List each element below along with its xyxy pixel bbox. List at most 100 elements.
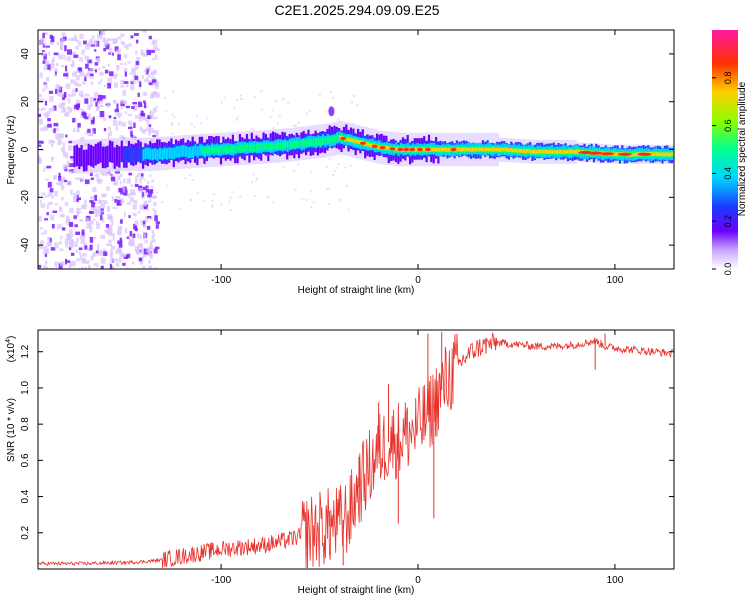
speckle bbox=[103, 47, 107, 52]
speckle bbox=[138, 243, 143, 249]
speckle bbox=[53, 52, 59, 56]
ridge-band bbox=[488, 147, 491, 152]
ridge-band bbox=[542, 149, 545, 154]
speckle bbox=[116, 247, 122, 252]
ridge-peak bbox=[450, 147, 457, 152]
ridge-band bbox=[85, 149, 88, 172]
speckle bbox=[42, 88, 46, 92]
ridge-peak bbox=[389, 147, 396, 151]
ridge-band bbox=[73, 145, 76, 168]
ridge-band bbox=[161, 148, 164, 161]
speckle bbox=[72, 127, 76, 133]
speckle bbox=[119, 173, 123, 177]
speckle bbox=[135, 249, 138, 252]
speckle bbox=[239, 195, 242, 198]
speckle bbox=[55, 62, 59, 67]
ridge-peak bbox=[637, 152, 652, 156]
speckle bbox=[99, 111, 105, 117]
speckle bbox=[104, 39, 109, 46]
speckle bbox=[221, 101, 223, 104]
ridge-band bbox=[570, 149, 573, 154]
speckle bbox=[130, 134, 134, 138]
speckle bbox=[100, 79, 103, 82]
speckle bbox=[123, 44, 128, 49]
speckle bbox=[88, 132, 92, 136]
speckle bbox=[76, 190, 80, 196]
speckle bbox=[117, 51, 121, 57]
speckle bbox=[99, 200, 105, 203]
speckle bbox=[129, 243, 135, 247]
speckle bbox=[82, 252, 87, 257]
speckle bbox=[42, 44, 45, 48]
speckle bbox=[41, 51, 46, 57]
ridge-band bbox=[514, 148, 517, 153]
speckle bbox=[110, 249, 113, 256]
speckle bbox=[151, 79, 157, 84]
speckle bbox=[141, 75, 144, 79]
speckle bbox=[57, 92, 61, 97]
ridge-band bbox=[151, 148, 154, 161]
speckle bbox=[44, 195, 49, 198]
ridge-band bbox=[229, 145, 232, 153]
speckle bbox=[109, 264, 113, 269]
y-tick-label: 0.6 bbox=[20, 453, 31, 467]
speckle bbox=[84, 93, 90, 97]
speckle bbox=[59, 214, 63, 218]
ridge-band bbox=[265, 143, 268, 151]
speckle bbox=[99, 210, 105, 213]
speckle bbox=[147, 74, 151, 78]
speckle bbox=[113, 75, 117, 80]
ridge-band bbox=[168, 147, 171, 159]
speckle bbox=[51, 195, 54, 200]
speckle bbox=[115, 250, 120, 254]
ridge-band bbox=[331, 135, 334, 143]
speckle bbox=[52, 140, 56, 144]
ridge-band bbox=[203, 147, 206, 155]
speckle bbox=[121, 122, 127, 127]
speckle bbox=[137, 249, 141, 255]
ridge-band bbox=[305, 140, 308, 147]
ridge-band bbox=[122, 147, 125, 163]
ridge-band bbox=[551, 150, 555, 154]
speckle bbox=[57, 224, 62, 230]
speckle bbox=[138, 185, 143, 190]
speckle bbox=[161, 201, 164, 204]
ridge-band bbox=[173, 147, 176, 160]
ridge-band bbox=[192, 146, 195, 158]
speckle bbox=[71, 252, 75, 256]
speckle bbox=[63, 92, 67, 98]
speckle bbox=[108, 115, 112, 119]
speckle bbox=[146, 50, 152, 56]
speckle bbox=[51, 60, 54, 65]
speckle bbox=[203, 199, 206, 202]
ridge-band bbox=[670, 152, 673, 157]
speckle bbox=[349, 164, 352, 167]
speckle bbox=[44, 253, 48, 257]
speckle bbox=[142, 186, 147, 191]
speckle bbox=[351, 101, 353, 104]
ridge-band bbox=[507, 148, 510, 152]
speckle bbox=[63, 54, 66, 60]
ridge-band bbox=[634, 152, 637, 157]
speckle bbox=[97, 199, 101, 204]
speckle bbox=[43, 264, 46, 269]
ridge-band bbox=[396, 147, 399, 151]
speckle bbox=[148, 265, 153, 269]
speckle bbox=[144, 128, 148, 132]
speckle bbox=[43, 248, 48, 255]
speckle bbox=[59, 182, 64, 187]
ridge-band bbox=[377, 145, 380, 149]
speckle bbox=[148, 250, 153, 257]
speckle bbox=[76, 39, 80, 42]
speckle bbox=[89, 38, 93, 43]
speckle bbox=[40, 127, 44, 132]
ridge-band bbox=[147, 147, 150, 160]
speckle bbox=[60, 38, 65, 43]
ridge-band bbox=[310, 139, 313, 146]
speckle bbox=[327, 202, 330, 205]
speckle bbox=[67, 106, 70, 110]
ridge-band bbox=[293, 141, 296, 149]
speckle bbox=[82, 81, 86, 85]
speckle bbox=[173, 115, 176, 118]
speckle bbox=[138, 101, 142, 104]
